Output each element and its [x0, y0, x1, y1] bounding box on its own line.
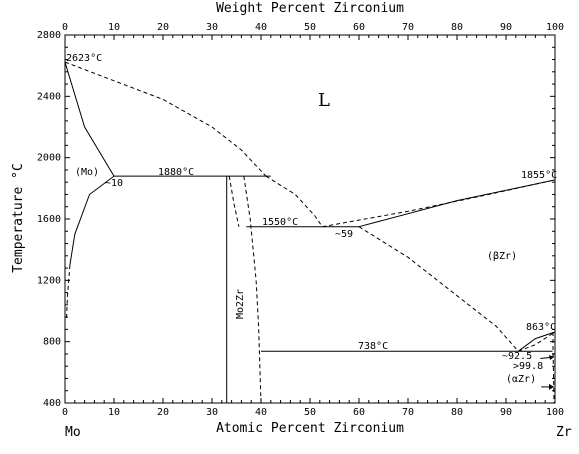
curve-solidus-betazr	[358, 179, 556, 228]
alpha-zr-arrowhead	[549, 383, 555, 390]
y-tick-label: 1600	[37, 214, 61, 225]
bottom-tick-label: 20	[157, 407, 169, 418]
curve-mo2zr-left	[228, 176, 240, 227]
bottom-tick-label: 70	[402, 407, 414, 418]
eutectic1-temp-label: 1880°C	[158, 167, 194, 178]
y-tick-label: 2000	[37, 153, 61, 164]
bottom-tick-label: 90	[500, 407, 512, 418]
curve-solidus-mo	[64, 61, 115, 177]
zr-melting-point-label: 1855°C	[521, 170, 557, 181]
eutectoid-temp-label: 738°C	[358, 341, 388, 352]
compound-label: Mo2Zr	[235, 289, 246, 319]
curve-betazr-solvus	[358, 226, 519, 352]
bottom-tick-label: 0	[62, 407, 68, 418]
right-element-label: Zr	[556, 425, 572, 440]
y-tick-label: 400	[43, 398, 61, 409]
top-tick-label: 60	[353, 22, 365, 33]
curve-mo2zr-right	[243, 176, 262, 404]
liquid-phase-label: L	[318, 90, 330, 111]
curve-alpha-solvus	[552, 332, 555, 404]
bottom-tick-label: 10	[108, 407, 120, 418]
beta-zr-phase-label: (βZr)	[487, 251, 517, 262]
eutectic2-temp-label: 1550°C	[262, 217, 298, 228]
curve-solvus-mo-low	[66, 264, 71, 319]
curves-layer	[64, 61, 556, 404]
bottom-tick-label: 60	[353, 407, 365, 418]
alpha-zr-phase-label: (αZr)	[506, 374, 536, 385]
mo-melting-point-label: 2623°C	[66, 53, 102, 64]
eutectic2-comp-label: ~59	[335, 229, 353, 240]
curve-alpha-beta-lower	[518, 331, 556, 352]
curve-solvus-mo	[69, 175, 115, 266]
top-tick-label: 30	[206, 22, 218, 33]
labels-layer: Weight Percent Zirconium Atomic Percent …	[11, 1, 572, 440]
top-tick-label: 100	[546, 22, 564, 33]
alpha-solubility-label: >99.8	[513, 361, 543, 372]
curve-alpha-beta-upper	[518, 331, 556, 352]
bottom-tick-label: 50	[304, 407, 316, 418]
curve-liquidus-mid	[265, 175, 323, 227]
bottom-tick-label: 100	[546, 407, 564, 418]
top-axis-title: Weight Percent Zirconium	[216, 1, 404, 16]
y-tick-label: 800	[43, 337, 61, 348]
top-tick-label: 10	[108, 22, 120, 33]
y-tick-label: 2800	[37, 30, 61, 41]
top-tick-label: 90	[500, 22, 512, 33]
curve-liquidus-left	[64, 61, 267, 177]
top-tick-label: 20	[157, 22, 169, 33]
axes-layer: 0 10 20 30 40 50 60 70 80 90 100 0 10 20 30 40 50 60 70 80 9…	[37, 22, 564, 418]
solubility-arrowhead	[549, 355, 555, 360]
y-tick-label: 2400	[37, 91, 61, 102]
bottom-axis-title: Atomic Percent Zirconium	[216, 421, 404, 436]
bottom-tick-label: 30	[206, 407, 218, 418]
y-tick-label: 1200	[37, 275, 61, 286]
top-tick-label: 0	[62, 22, 68, 33]
y-axis-title: Temperature °C	[11, 163, 26, 273]
eutectoid-comp-label: ~92.5	[502, 351, 532, 362]
top-tick-label: 80	[451, 22, 463, 33]
top-tick-label: 50	[304, 22, 316, 33]
zr-transition-label: 863°C	[526, 322, 556, 333]
eutectic1-comp-label: ~10	[105, 178, 123, 189]
top-tick-label: 70	[402, 22, 414, 33]
left-element-label: Mo	[65, 425, 81, 440]
bottom-tick-label: 40	[255, 407, 267, 418]
mo-phase-label: (Mo)	[75, 167, 99, 178]
bottom-tick-label: 80	[451, 407, 463, 418]
top-tick-label: 40	[255, 22, 267, 33]
